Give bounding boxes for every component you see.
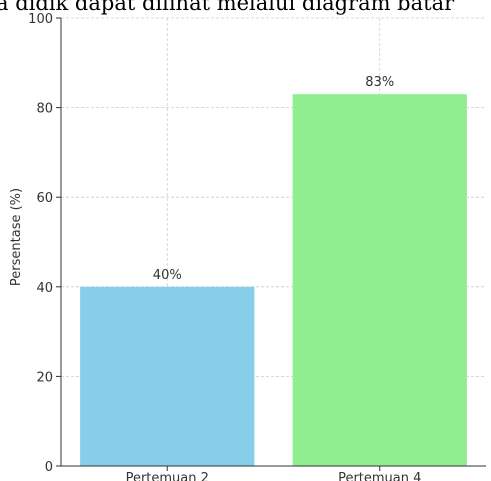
x-tick-label: Pertemuan 2 (126, 471, 209, 481)
data-labels: 40% 83% (153, 75, 394, 283)
background-caption: a didik dapat dilihat melalui diagram ba… (0, 0, 491, 21)
y-axis-label: Persentase (%) (9, 188, 24, 286)
x-axis-ticks: Pertemuan 2 Pertemuan 4 (126, 466, 421, 481)
background-caption-text: a didik dapat dilihat melalui diagram ba… (0, 0, 455, 15)
y-tick-label: 40 (36, 281, 53, 296)
bar (292, 94, 467, 466)
y-tick-label: 60 (36, 191, 53, 206)
bar-data-label: 40% (153, 268, 182, 283)
y-tick-label: 20 (36, 370, 53, 385)
y-tick-label: 80 (36, 102, 53, 117)
x-tick-label: Pertemuan 4 (338, 471, 421, 481)
y-tick-label: 100 (28, 12, 53, 27)
y-tick-label: 0 (45, 460, 53, 475)
y-axis-ticks: 0 20 40 60 80 100 (28, 12, 61, 475)
bars (80, 94, 467, 466)
bar (80, 286, 255, 466)
bar-data-label: 83% (365, 75, 394, 90)
axes (60, 18, 486, 467)
